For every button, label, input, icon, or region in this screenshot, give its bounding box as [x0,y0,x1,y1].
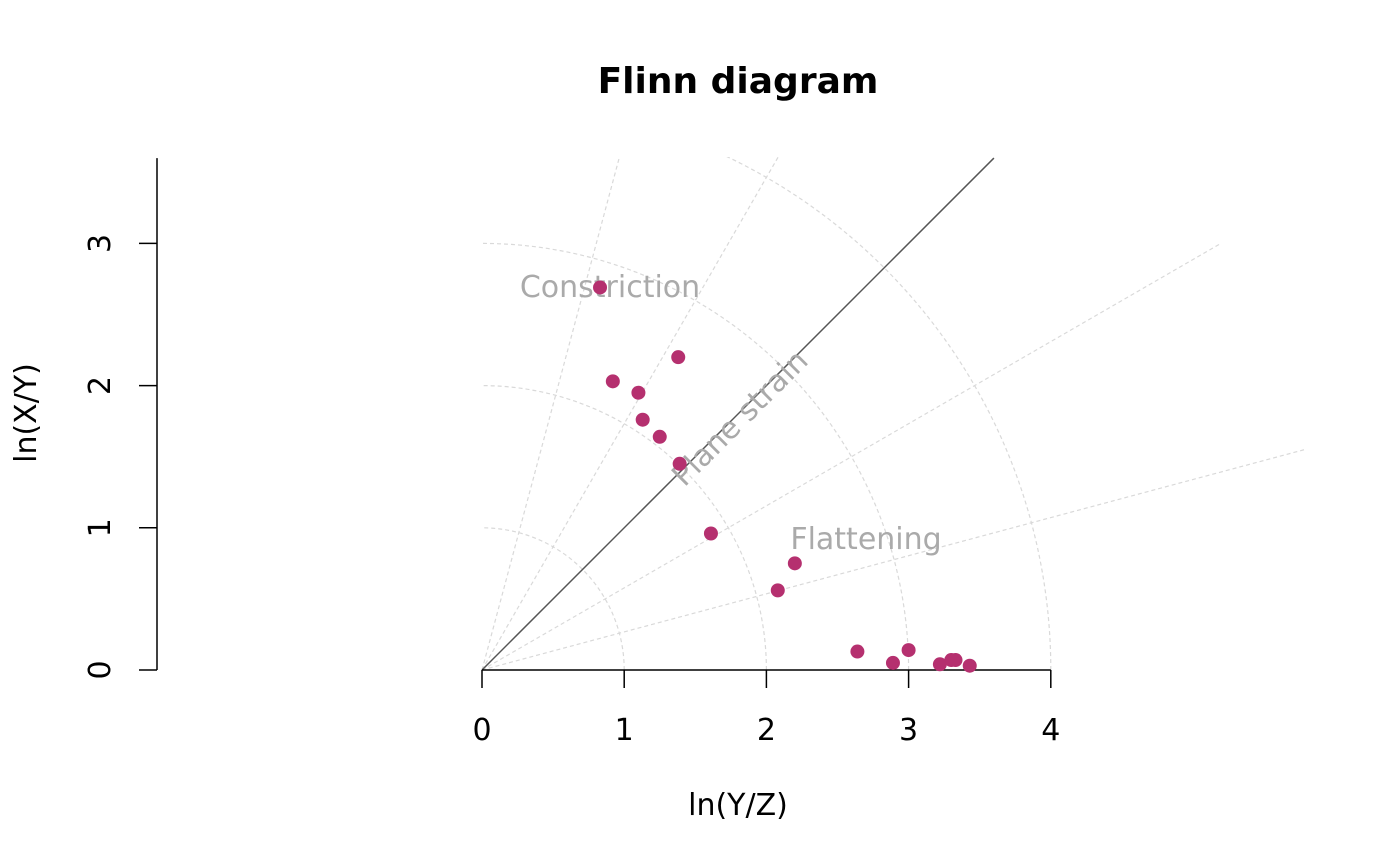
chart-title: Flinn diagram [598,61,879,102]
data-point [593,280,608,295]
y-tick-label: 3 [83,234,118,253]
data-point [605,374,620,389]
grid-arc [481,385,767,671]
data-point [948,653,963,668]
y-tick-label: 1 [83,518,118,537]
x-tick-label: 1 [615,713,634,748]
y-axis-label: ln(X/Y) [9,363,44,463]
data-point [850,644,865,659]
data-point [787,556,802,571]
grid-ray [481,157,779,671]
y-tick-label: 0 [83,660,118,679]
region-labels: Constriction Flattening Plane strain [520,270,942,557]
grid-ray [481,157,621,671]
grid-ray [481,242,1222,671]
x-tick-label: 2 [757,713,776,748]
data-point [631,385,646,400]
grid-arc [481,527,625,671]
data-point [770,583,785,598]
data-point [672,456,687,471]
data-point [901,643,916,658]
plane-strain-reference [481,157,995,671]
data-point [962,658,977,673]
data-point [703,526,718,541]
data-points [593,280,977,673]
constriction-label: Constriction [520,270,700,305]
flattening-label: Flattening [790,522,941,557]
x-tick-label: 3 [899,713,918,748]
data-point [885,655,900,670]
plane-strain-label: Plane strain [665,343,815,493]
radial-grid [481,157,1307,671]
x-tick-label: 0 [472,713,491,748]
x-tick-label: 4 [1041,713,1060,748]
data-point [671,350,686,365]
data-point [635,412,650,427]
data-point [932,657,947,672]
y-tick-label: 2 [83,376,118,395]
data-point [652,429,667,444]
grid-arc [726,157,1052,671]
grid-ray [481,448,1307,671]
axes: 0 1 2 3 4 0 1 2 3 [83,158,1060,748]
x-axis-label: ln(Y/Z) [688,788,788,823]
plane-strain-line [481,157,995,671]
grid-arc [481,242,910,671]
